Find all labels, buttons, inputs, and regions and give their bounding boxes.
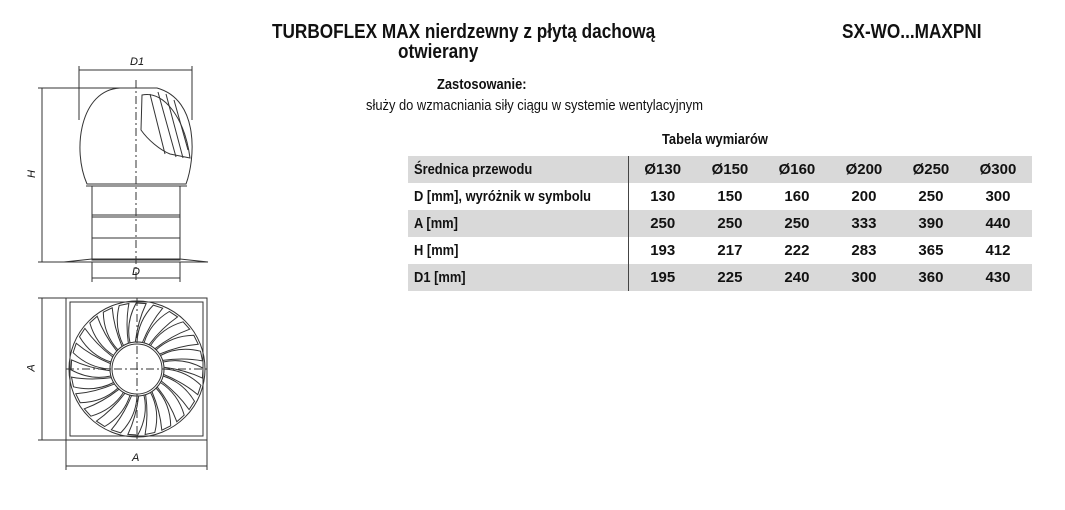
turbine-blade (70, 376, 115, 390)
table-header-cell: Ø150 (696, 156, 764, 183)
table-title: Tabela wymiarów (662, 131, 768, 148)
table-cell: 240 (763, 264, 831, 291)
product-title-line1: TURBOFLEX MAX nierdzewny z płytą dachową (272, 21, 656, 43)
table-cell: H [mm] (408, 237, 629, 264)
turbine-blade (72, 342, 112, 370)
turbine-blade (159, 348, 204, 362)
table-cell: 365 (918, 242, 944, 259)
table-cell: 390 (897, 210, 965, 237)
table-cell: 430 (964, 264, 1032, 291)
dimensions-table: Średnica przewodu Ø130 Ø150 Ø160 Ø200 Ø2… (408, 156, 1032, 291)
turbine-blade (143, 310, 179, 346)
product-code: SX-WO...MAXPNI (842, 21, 982, 43)
top-view (38, 297, 208, 470)
dim-label-h: H (25, 170, 38, 178)
table-cell: 200 (851, 188, 877, 205)
turbine-blade (89, 315, 118, 357)
table-header-row: Średnica przewodu Ø130 Ø150 Ø160 Ø200 Ø2… (408, 156, 1032, 183)
table-cell: 193 (650, 242, 676, 259)
table-cell: 300 (830, 264, 898, 291)
turbine-blade (162, 368, 202, 396)
table-cell: A [mm] (408, 210, 629, 237)
table-cell: D [mm], wyróżnik w symbolu (408, 183, 629, 210)
table-cell: 283 (851, 242, 877, 259)
table-cell: D1 [mm] (408, 264, 629, 291)
turbine-blade (156, 381, 185, 423)
table-cell: 360 (897, 264, 965, 291)
table-row: A [mm] 250 250 250 333 390 440 (408, 210, 1032, 237)
turbine-blade (83, 388, 125, 417)
turbine-blade (144, 391, 158, 436)
table-cell: 250 (918, 188, 944, 205)
table-header-cell: Ø160 (763, 156, 831, 183)
table-cell: 250 (696, 210, 764, 237)
turbine-blade (155, 334, 199, 355)
table-cell: 333 (830, 210, 898, 237)
dim-label-a-vertical: A (25, 364, 38, 372)
table-row: H [mm] 193 217 222 283 365 412 (408, 237, 1032, 264)
table-cell: 225 (696, 264, 764, 291)
table-cell: 150 (717, 188, 743, 205)
table-cell: 250 (763, 210, 831, 237)
table-cell: 217 (717, 242, 743, 259)
table-row: D [mm], wyróżnik w symbolu 130 150 160 200 2… (408, 183, 1032, 210)
turbine-blade (136, 304, 164, 344)
table-row: D1 [mm] 195 225 240 300 360 430 (408, 264, 1032, 291)
application-label: Zastosowanie: (437, 76, 527, 93)
dim-label-d: D (132, 266, 140, 278)
table-header-cell: Ø250 (897, 156, 965, 183)
turbine-blade (160, 375, 196, 411)
technical-drawing (38, 66, 209, 470)
turbine-blade (149, 321, 191, 350)
table-cell: 440 (964, 210, 1032, 237)
table-cell: 222 (784, 242, 810, 259)
turbine-blade (151, 387, 172, 431)
table-cell: 130 (650, 188, 676, 205)
table-cell: 412 (985, 242, 1011, 259)
dim-label-d1: D1 (130, 56, 145, 68)
turbine-blade (95, 392, 131, 428)
turbine-blade (78, 327, 114, 363)
table-cell: 160 (784, 188, 810, 205)
application-text: służy do wzmacniania siły ciągu w system… (366, 97, 703, 114)
table-cell: 195 (628, 264, 697, 291)
table-header-cell: Ø130 (628, 156, 697, 183)
turbine-blade (116, 302, 130, 347)
table-header-cell: Ø300 (964, 156, 1032, 183)
dim-label-a-horizontal: A (132, 452, 140, 464)
turbine-blade (110, 394, 138, 434)
turbine-blade (102, 307, 123, 351)
table-header-cell: Ø200 (830, 156, 898, 183)
table-cell: 250 (628, 210, 697, 237)
side-view (38, 66, 209, 282)
product-title-line2: otwierany (398, 41, 479, 63)
turbine-blade (75, 383, 119, 404)
table-cell: 300 (985, 188, 1011, 205)
table-header-cell: Średnica przewodu (408, 156, 629, 183)
